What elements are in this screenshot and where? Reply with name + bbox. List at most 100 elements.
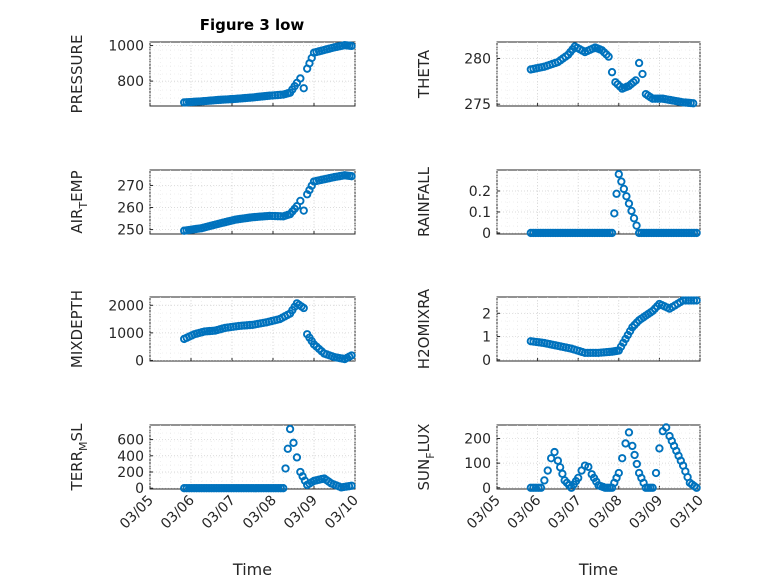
data-point: [283, 444, 292, 453]
x-axis-label: Time: [232, 560, 272, 579]
y-axis-label: THETA: [415, 49, 433, 99]
data-point: [574, 473, 583, 483]
data-point: [629, 214, 639, 223]
y-axis-label: AIRTEMP: [68, 170, 90, 233]
y-axis-label-suffix: LUX: [415, 424, 433, 453]
data-point: [604, 52, 613, 61]
data-point: [607, 68, 617, 77]
y-axis-label: TERRMSL: [68, 423, 90, 492]
x-axis-label: Time: [578, 560, 618, 579]
x-tick-label: 03/06: [505, 492, 545, 532]
data-point: [292, 453, 302, 462]
y-axis-label-main: RAINFALL: [415, 166, 433, 237]
data-point: [612, 189, 621, 198]
x-tick-label: 03/05: [464, 493, 504, 533]
y-tick-label: 2000: [108, 298, 144, 314]
y-tick-label: 100: [464, 456, 491, 472]
data-point: [627, 206, 636, 216]
data-point: [540, 476, 549, 485]
y-tick-label: 800: [117, 74, 144, 90]
data-point: [347, 481, 356, 490]
x-tick-label: 03/05: [117, 493, 157, 533]
data-point: [299, 84, 308, 93]
y-axis-label-suffix: SL: [68, 423, 86, 442]
data-point: [289, 438, 298, 447]
y-tick-label: 275: [464, 97, 491, 113]
x-tick-label: 03/10: [667, 493, 707, 533]
data-point: [550, 447, 559, 457]
y-tick-label: 0: [482, 481, 491, 497]
y-tick-label: 280: [464, 51, 491, 67]
data-point: [584, 462, 593, 471]
data-point: [634, 58, 644, 68]
y-axis-label: RAINFALL: [415, 166, 433, 237]
data-point: [692, 483, 701, 492]
y-tick-label: 0: [135, 481, 144, 497]
x-tick-label: 03/08: [240, 493, 280, 533]
data-point: [299, 303, 308, 313]
y-axis-label-main: PRESSURE: [68, 35, 86, 114]
data-point: [628, 441, 637, 451]
y-tick-label: 1: [482, 330, 491, 346]
data-point: [692, 228, 701, 238]
data-point: [624, 199, 634, 208]
y-axis-label-main: TERR: [68, 451, 86, 492]
data-point: [662, 423, 671, 432]
data-point: [296, 74, 305, 83]
data-point: [684, 296, 693, 305]
y-tick-label: 0.2: [469, 184, 491, 200]
y-axis-label: PRESSURE: [68, 35, 86, 114]
data-point: [299, 206, 308, 215]
data-point: [614, 170, 623, 179]
subplot-rainfall: 0 0.1 0.2 RAINFALL: [415, 166, 701, 242]
y-tick-label: 1000: [108, 39, 144, 55]
data-point: [624, 428, 634, 437]
y-axis-label-main: H2OMIXRA: [415, 288, 433, 369]
data-point: [583, 348, 592, 358]
y-tick-label: 1000: [108, 326, 144, 342]
data-point: [638, 69, 647, 79]
subplot-pressure: 800 1000 PRESSURE: [68, 35, 356, 114]
x-tick-label: 03/07: [545, 493, 585, 533]
data-point: [622, 192, 631, 201]
data-point: [347, 351, 356, 360]
y-tick-label: 270: [117, 178, 144, 194]
data-point: [610, 209, 619, 218]
y-axis-label-main: MIXDEPTH: [68, 290, 86, 368]
y-axis-label: H2OMIXRA: [415, 288, 433, 369]
y-axis-label-subscript: T: [77, 202, 90, 210]
x-tick-label: 03/08: [586, 493, 626, 533]
x-tick-label: 03/06: [158, 492, 198, 532]
subplot-theta: 275 280 THETA: [415, 41, 701, 113]
data-point: [588, 348, 598, 358]
data-point: [347, 41, 356, 51]
data-point: [580, 348, 590, 358]
data-point: [619, 184, 629, 194]
subplot-sun: 03/05 03/06 03/07 03/08 03/09 03/10 0 100 200 SUN…: [415, 423, 707, 579]
data-point: [279, 484, 288, 493]
subplot-mixdepth: 0 1000 2000 MIXDEPTH: [68, 290, 356, 369]
y-tick-label: 250: [117, 223, 144, 239]
subplot-air: 250 260 270 AIRTEMP: [68, 169, 356, 239]
y-tick-label: 0: [482, 353, 491, 369]
data-point: [632, 459, 641, 469]
data-point: [591, 348, 600, 358]
y-tick-label: 260: [117, 201, 144, 217]
data-point: [692, 296, 701, 305]
y-axis-label: MIXDEPTH: [68, 290, 86, 368]
data-point: [681, 296, 690, 305]
data-point: [586, 348, 595, 358]
data-point: [618, 454, 627, 463]
y-axis-label-subscript: F: [424, 452, 437, 458]
x-tick-label: 03/07: [199, 493, 239, 533]
y-axis-label-main: THETA: [415, 49, 433, 99]
y-axis-label-suffix: EMP: [68, 170, 86, 201]
y-tick-label: 400: [117, 449, 144, 465]
y-tick-label: 0.1: [469, 205, 491, 221]
data-point: [630, 450, 639, 460]
data-point: [347, 172, 356, 181]
x-tick-label: 03/10: [322, 493, 362, 533]
data-point: [546, 454, 556, 463]
